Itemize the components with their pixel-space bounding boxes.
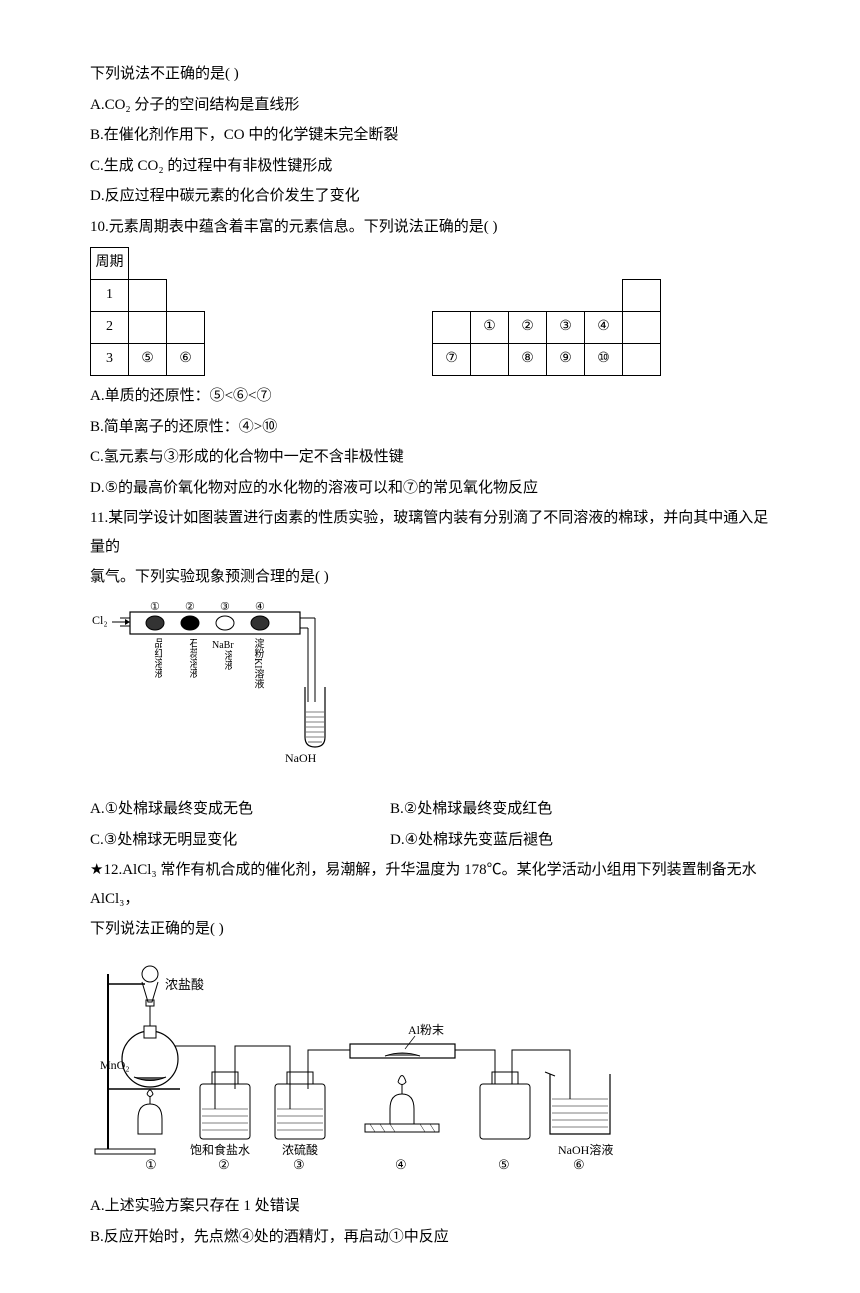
num-5: ⑤ xyxy=(498,1157,510,1172)
q9-opt-b: B.在催化剂作用下，CO 中的化学键未完全断裂 xyxy=(90,121,770,150)
q10-stem: 10.元素周期表中蕴含着丰富的元素信息。下列说法正确的是( ) xyxy=(90,213,770,242)
pt-cell-3: ③ xyxy=(547,312,585,344)
pt-cell-2: ② xyxy=(509,312,547,344)
q11-opt-b: B.②处棉球最终变成红色 xyxy=(390,795,552,824)
pt-header: 周期 xyxy=(91,248,129,280)
ball-label-3b: 溶液 xyxy=(218,650,232,670)
q11-stem-1: 11.某同学设计如图装置进行卤素的性质实验，玻璃管内装有分别滴了不同溶液的棉球，… xyxy=(90,504,770,561)
ball-num-1: ① xyxy=(150,602,160,613)
num-6: ⑥ xyxy=(573,1157,585,1172)
ball-num-2: ② xyxy=(185,602,195,613)
pt-cell-5: ⑤ xyxy=(129,344,167,376)
q12-stem-1: ★12.AlCl₃ 常作有机合成的催化剂，易潮解，升华温度为 178℃。某化学活… xyxy=(90,856,770,913)
q10-opt-b: B.简单离子的还原性：④>⑩ xyxy=(90,413,770,442)
pt-cell-10: ⑩ xyxy=(585,344,623,376)
pt-period-3: 3 xyxy=(91,344,129,376)
ball-num-4: ④ xyxy=(255,602,265,613)
bottle3-label: 浓硫酸 xyxy=(282,1142,318,1157)
pt-cell-8: ⑧ xyxy=(509,344,547,376)
q12-diagram: 浓盐酸 MnO₂ Al粉末 xyxy=(90,954,650,1174)
al-label: Al粉末 xyxy=(408,1023,444,1037)
q9-opt-d: D.反应过程中碳元素的化合价发生了变化 xyxy=(90,182,770,211)
mno2-label: MnO₂ xyxy=(100,1058,130,1072)
q12-opt-a: A.上述实验方案只存在 1 处错误 xyxy=(90,1192,770,1221)
pt-cell-1: ① xyxy=(471,312,509,344)
q12-stem-2: 下列说法正确的是( ) xyxy=(90,915,770,944)
q11-opt-a: A.①处棉球最终变成无色 xyxy=(90,795,390,824)
pt-cell-7: ⑦ xyxy=(433,344,471,376)
cl2-label: Cl₂ xyxy=(92,613,108,627)
bottle2-label: 饱和食盐水 xyxy=(190,1142,250,1157)
ball-label-1: 品红溶液 xyxy=(148,638,162,678)
periodic-table: 周期 1 2 ① ② ③ ④ 3 ⑤ ⑥ ⑦ ⑧ ⑨ ⑩ xyxy=(90,247,661,376)
q11-stem-2: 氯气。下列实验现象预测合理的是( ) xyxy=(90,563,770,592)
q9-opt-c: C.生成 CO₂ 的过程中有非极性键形成 xyxy=(90,152,770,181)
q11-opt-c: C.③处棉球无明显变化 xyxy=(90,826,390,855)
ball-num-3: ③ xyxy=(220,602,230,613)
num-1: ① xyxy=(145,1157,157,1172)
q11-opt-d: D.④处棉球先变蓝后褪色 xyxy=(390,826,553,855)
num-4: ④ xyxy=(395,1157,407,1172)
hcl-label: 浓盐酸 xyxy=(165,977,204,992)
q10-opt-c: C.氢元素与③形成的化合物中一定不含非极性键 xyxy=(90,443,770,472)
q11-diagram: Cl₂ ① ② ③ ④ NaOH 品红溶液 石蕊溶液 NaBr 溶液 淀粉KI溶… xyxy=(90,602,350,777)
pt-cell-4: ④ xyxy=(585,312,623,344)
q9-opt-a: A.CO₂ 分子的空间结构是直线形 xyxy=(90,91,770,120)
pt-period-1: 1 xyxy=(91,280,129,312)
q10-opt-d: D.⑤的最高价氧化物对应的水化物的溶液可以和⑦的常见氧化物反应 xyxy=(90,474,770,503)
ball-label-2: 石蕊溶液 xyxy=(183,638,197,678)
q9-stem: 下列说法不正确的是( ) xyxy=(90,60,770,89)
pt-period-2: 2 xyxy=(91,312,129,344)
pt-cell-9: ⑨ xyxy=(547,344,585,376)
naoh-sol-label: NaOH溶液 xyxy=(558,1142,613,1157)
naoh-label: NaOH xyxy=(285,751,317,765)
num-2: ② xyxy=(218,1157,230,1172)
ball-label-4: 淀粉KI溶液 xyxy=(248,638,267,689)
pt-cell-6: ⑥ xyxy=(167,344,205,376)
q12-opt-b: B.反应开始时，先点燃④处的酒精灯，再启动①中反应 xyxy=(90,1223,770,1252)
q10-opt-a: A.单质的还原性：⑤<⑥<⑦ xyxy=(90,382,770,411)
num-3: ③ xyxy=(293,1157,305,1172)
